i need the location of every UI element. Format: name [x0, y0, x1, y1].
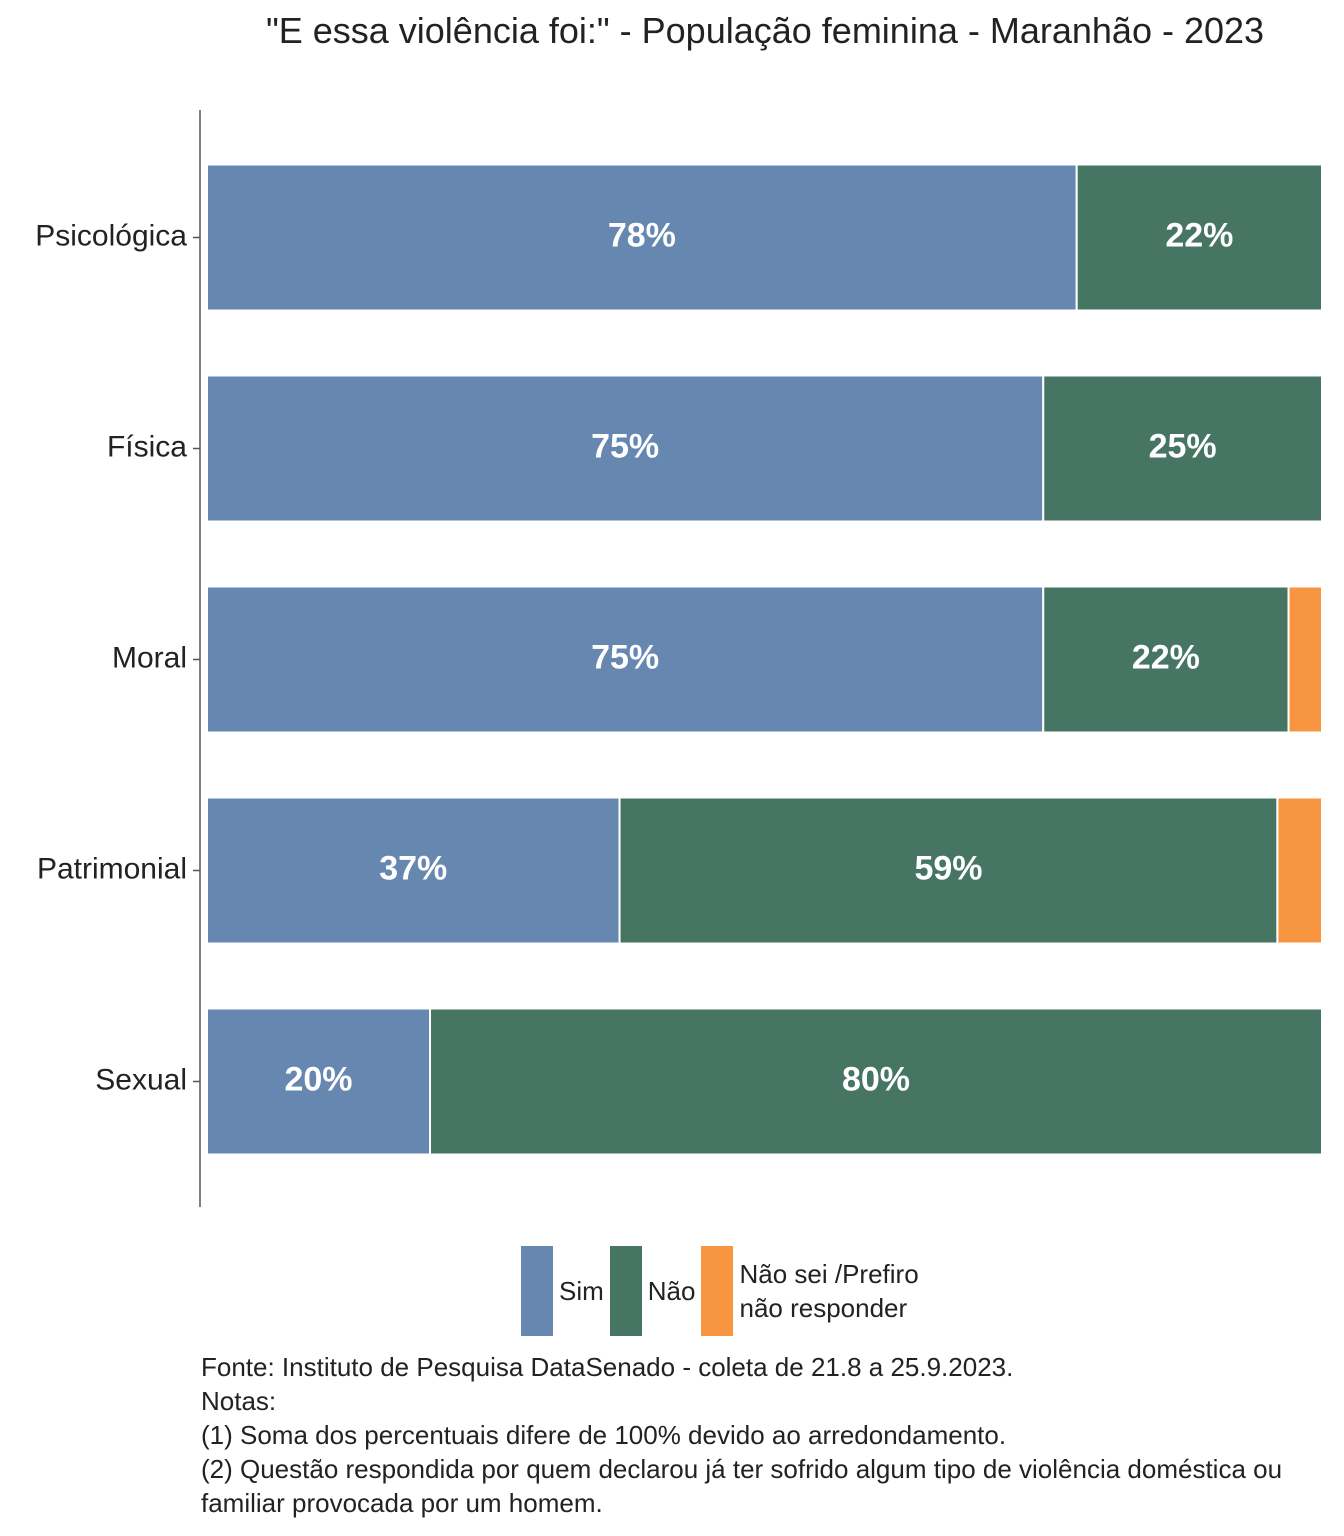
- bar-segment: [1042, 374, 1323, 523]
- bar-segment: [1287, 585, 1324, 734]
- data-label: 75%: [591, 638, 659, 676]
- legend-item: Sim: [521, 1246, 604, 1336]
- data-label: 20%: [284, 1060, 352, 1098]
- bar-segment: [206, 163, 1078, 312]
- legend-label: Não sei /Prefiro não responder: [739, 1259, 919, 1323]
- bar-segment: [206, 796, 621, 945]
- bar-segment: [429, 1007, 1323, 1156]
- note: (1) Soma dos percentuais difere de 100% …: [201, 1420, 1007, 1450]
- data-label: 25%: [1149, 427, 1217, 465]
- data-label: 22%: [1165, 216, 1233, 254]
- data-label: 80%: [842, 1060, 910, 1098]
- y-tick-label: Física: [107, 430, 187, 463]
- legend-swatch: [701, 1246, 734, 1336]
- data-label: 37%: [379, 849, 447, 887]
- y-tick-label: Patrimonial: [37, 852, 187, 885]
- y-tick-label: Sexual: [95, 1063, 187, 1096]
- notes: Fonte: Instituto de Pesquisa DataSenado …: [201, 1350, 1311, 1520]
- source: Fonte: Instituto de Pesquisa DataSenado …: [201, 1352, 1014, 1382]
- data-label: 75%: [591, 427, 659, 465]
- bar-segment: [206, 1007, 431, 1156]
- notes-title: Notas:: [201, 1386, 277, 1416]
- legend-item: Não sei /Prefiro não responder: [701, 1246, 939, 1336]
- legend: Sim Não Não sei /Prefiro não responder: [521, 1246, 945, 1336]
- legend-label: Não: [647, 1276, 696, 1306]
- data-label: 59%: [914, 849, 982, 887]
- bar-segment: [206, 374, 1045, 523]
- data-label: 78%: [608, 216, 676, 254]
- chart: Psicológica 78% 22% Física 75% 25% Moral 75% 22%…: [35, 110, 1324, 1207]
- legend-label: Sim: [559, 1276, 604, 1306]
- legend-swatch: [521, 1246, 553, 1336]
- bar-segment: [1042, 585, 1290, 734]
- bar-segment: [206, 585, 1045, 734]
- legend-swatch: [609, 1246, 642, 1336]
- legend-item: Não: [609, 1246, 696, 1336]
- y-tick-label: Psicológica: [35, 219, 187, 252]
- y-tick-label: Moral: [112, 641, 187, 674]
- bar-segment: [1276, 796, 1324, 945]
- bar-segment: [1075, 163, 1323, 312]
- note: (2) Questão respondida por quem declarou…: [201, 1454, 1283, 1518]
- data-label: 22%: [1132, 638, 1200, 676]
- chart-title: "E essa violência foi:" - População femi…: [265, 10, 1265, 51]
